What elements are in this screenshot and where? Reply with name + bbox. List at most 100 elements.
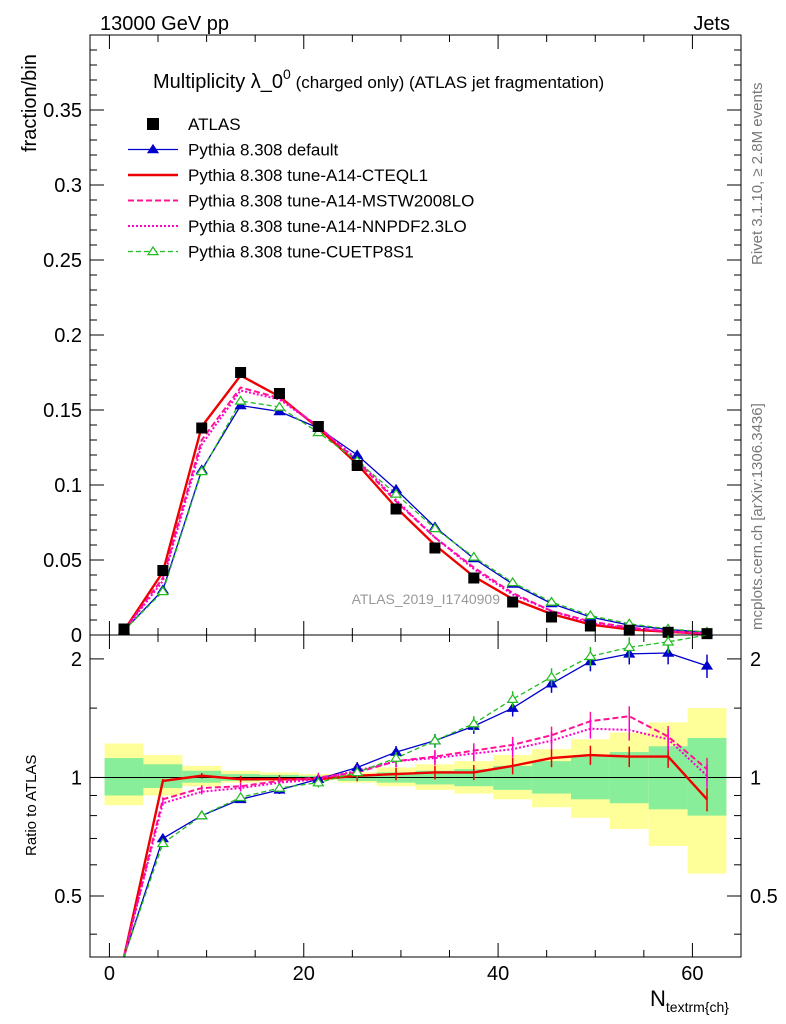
y-tick-label: 0	[71, 625, 82, 647]
ratio-y-tick-label: 0.5	[54, 886, 82, 908]
data-point-3	[235, 367, 247, 378]
x-tick-label: 0	[104, 963, 115, 985]
ratio-marker-4-12	[584, 650, 597, 661]
ratio-line-series-2	[123, 715, 708, 958]
data-point-6	[351, 460, 363, 471]
legend-label: ATLAS	[188, 115, 241, 134]
legend-marker-5	[146, 245, 160, 256]
ratio-marker-4-14	[662, 636, 675, 646]
data-point-7	[390, 503, 402, 515]
ratio-line-series-4	[123, 634, 708, 958]
legend: ATLAS Pythia 8.308 default Pythia 8.308 tu…	[128, 115, 474, 262]
main-marker-4-4	[273, 401, 286, 411]
y-tick-label: 0.05	[43, 550, 82, 572]
ratio-series-lines	[122, 634, 708, 958]
band-inner-1	[143, 764, 183, 789]
legend-label: Pythia 8.308 default	[188, 141, 339, 160]
data-point-9	[468, 572, 480, 584]
main-marker-0-3	[234, 399, 247, 410]
ratio-marker-4-5	[312, 777, 325, 787]
y-tick-label: 0.35	[43, 100, 82, 122]
main-marker-4-7	[389, 488, 403, 498]
main-axes: 0 0.05 0.1 0.15 0.2 0.25 0.3 0.35	[43, 35, 741, 647]
data-point-4	[273, 388, 285, 399]
main-marker-4-11	[545, 596, 558, 606]
ratio-panel-frame	[89, 634, 742, 958]
ratio-bands	[104, 708, 727, 874]
mcplots-label: mcplots.cern.ch [arXiv:1306.3436]	[749, 403, 766, 630]
x-axis-label-main: N	[650, 986, 666, 1011]
data-point-11	[546, 611, 558, 623]
x-tick-label: 40	[487, 963, 509, 985]
main-marker-4-3	[234, 395, 247, 405]
legend-marker-data	[147, 118, 159, 130]
ratio-marker-4-8	[428, 735, 442, 745]
ratio-marker-4-9	[467, 718, 480, 728]
main-marker-4-8	[428, 522, 442, 533]
x-axis-label: Ntextrm{ch}	[650, 986, 729, 1015]
ratio-axes: 0 20 40 60 0.5 0.5 1 1 2 2	[54, 635, 778, 985]
main-marker-4-10	[506, 576, 519, 587]
x-tick-label: 20	[293, 963, 315, 985]
data-point-8	[429, 542, 441, 554]
rivet-label: Rivet 3.1.10, ≥ 2.8M events	[749, 83, 766, 266]
chart-title: Multiplicity λ_00 (charged only) (ATLAS …	[153, 66, 604, 93]
legend-label: Pythia 8.308 tune-A14-CTEQL1	[188, 166, 428, 185]
legend-label: Pythia 8.308 tune-A14-NNPDF2.3LO	[188, 217, 467, 236]
main-marker-4-12	[584, 609, 597, 620]
x-axis-label-sub: textrm{ch}	[666, 999, 729, 1015]
y-tick-label: 0.1	[54, 475, 82, 497]
y-tick-label: 0.3	[54, 175, 82, 197]
data-point-12	[584, 620, 596, 632]
data-point-13	[623, 624, 635, 636]
y-tick-label: 0.25	[43, 250, 82, 272]
main-panel: 0 0.05 0.1 0.15 0.2 0.25 0.3 0.35	[43, 34, 742, 647]
ratio-marker-4-13	[623, 641, 636, 652]
data-point-2	[196, 422, 208, 434]
y-tick-label: 0.2	[54, 325, 82, 347]
ratio-marker-4-4	[273, 782, 286, 792]
data-point-0	[118, 623, 130, 635]
chart-title-rest: (charged only) (ATLAS jet fragmentation)	[291, 73, 604, 92]
main-marker-4-1	[156, 585, 169, 596]
data-point-14	[662, 626, 674, 638]
main-line-series-4	[123, 400, 708, 633]
ratio-y-axis-label: Ratio to ATLAS	[23, 755, 40, 856]
ratio-markers	[156, 635, 714, 848]
data-point-15	[701, 628, 713, 640]
main-markers	[117, 367, 714, 640]
main-marker-4-9	[467, 551, 480, 561]
band-inner-0	[104, 758, 144, 796]
header-right-label: Jets	[693, 13, 730, 35]
ratio-marker-4-1	[156, 837, 169, 848]
main-marker-0-4	[273, 405, 286, 416]
chart-title-main: Multiplicity λ_0	[153, 71, 283, 93]
ratio-marker-4-3	[234, 791, 247, 802]
ratio-marker-4-6	[351, 766, 364, 777]
main-line-series-3	[123, 389, 708, 635]
ratio-y-tick-label-right: 1	[750, 767, 761, 789]
main-marker-4-2	[195, 465, 208, 476]
main-line-series-1	[123, 374, 708, 635]
ratio-line-series-3	[123, 727, 708, 958]
ratio-y-tick-label: 1	[71, 767, 82, 789]
ratio-marker-4-10	[506, 693, 519, 703]
ratio-line-series-0	[123, 652, 708, 958]
x-tick-label: 60	[681, 963, 703, 985]
analysis-label: ATLAS_2019_I1740909	[352, 591, 501, 607]
header-left-label: 13000 GeV pp	[100, 13, 229, 35]
main-line-series-0	[123, 404, 708, 634]
data-point-5	[312, 421, 324, 432]
ratio-y-tick-label-right: 0.5	[750, 886, 778, 908]
data-point-1	[157, 565, 169, 576]
y-tick-label: 0.15	[43, 400, 82, 422]
main-series-lines	[123, 374, 708, 635]
ratio-marker-4-7	[389, 752, 403, 762]
ratio-marker-4-2	[195, 810, 208, 820]
ratio-y-tick-label: 2	[71, 649, 82, 671]
chart-title-sup: 0	[283, 66, 291, 82]
ratio-panel: 0 20 40 60 0.5 0.5 1 1 2 2	[54, 634, 778, 985]
legend-marker-1	[146, 143, 160, 154]
legend-label: Pythia 8.308 tune-CUETP8S1	[188, 243, 414, 262]
